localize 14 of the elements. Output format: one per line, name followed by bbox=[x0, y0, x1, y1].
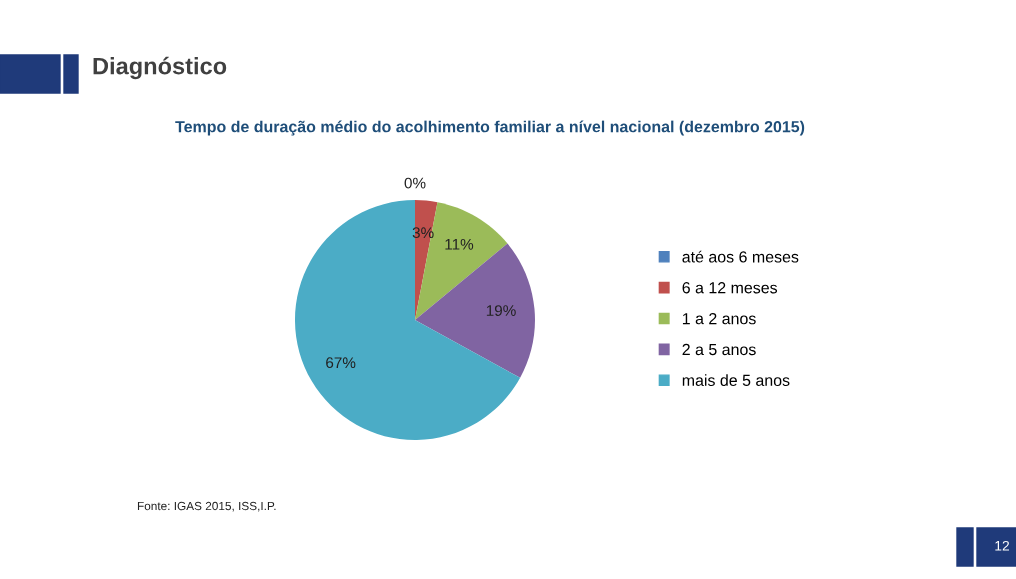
data-label: 11% bbox=[445, 238, 474, 250]
pie-slice bbox=[295, 200, 521, 440]
legend-label: mais de 5 anos bbox=[682, 374, 790, 387]
legend-label: 2 a 5 anos bbox=[682, 343, 756, 356]
legend-label: 1 a 2 anos bbox=[682, 312, 756, 325]
data-label: 19% bbox=[486, 305, 516, 316]
legend-label: até aos 6 meses bbox=[682, 250, 799, 263]
text: 12 bbox=[995, 540, 1010, 551]
chart-title: Diagnóstico bbox=[93, 56, 227, 80]
chart-subtitle: Tempo de duração médio do acolhimento familiar a nível nacional (dezembro 2015) bbox=[175, 120, 805, 136]
data-label: 67% bbox=[326, 357, 356, 369]
source-note: Fonte: IGAS 2015, ISS,I.P. bbox=[137, 501, 276, 512]
text: 0% bbox=[404, 177, 426, 189]
legend-label: 6 a 12 meses bbox=[682, 282, 778, 294]
